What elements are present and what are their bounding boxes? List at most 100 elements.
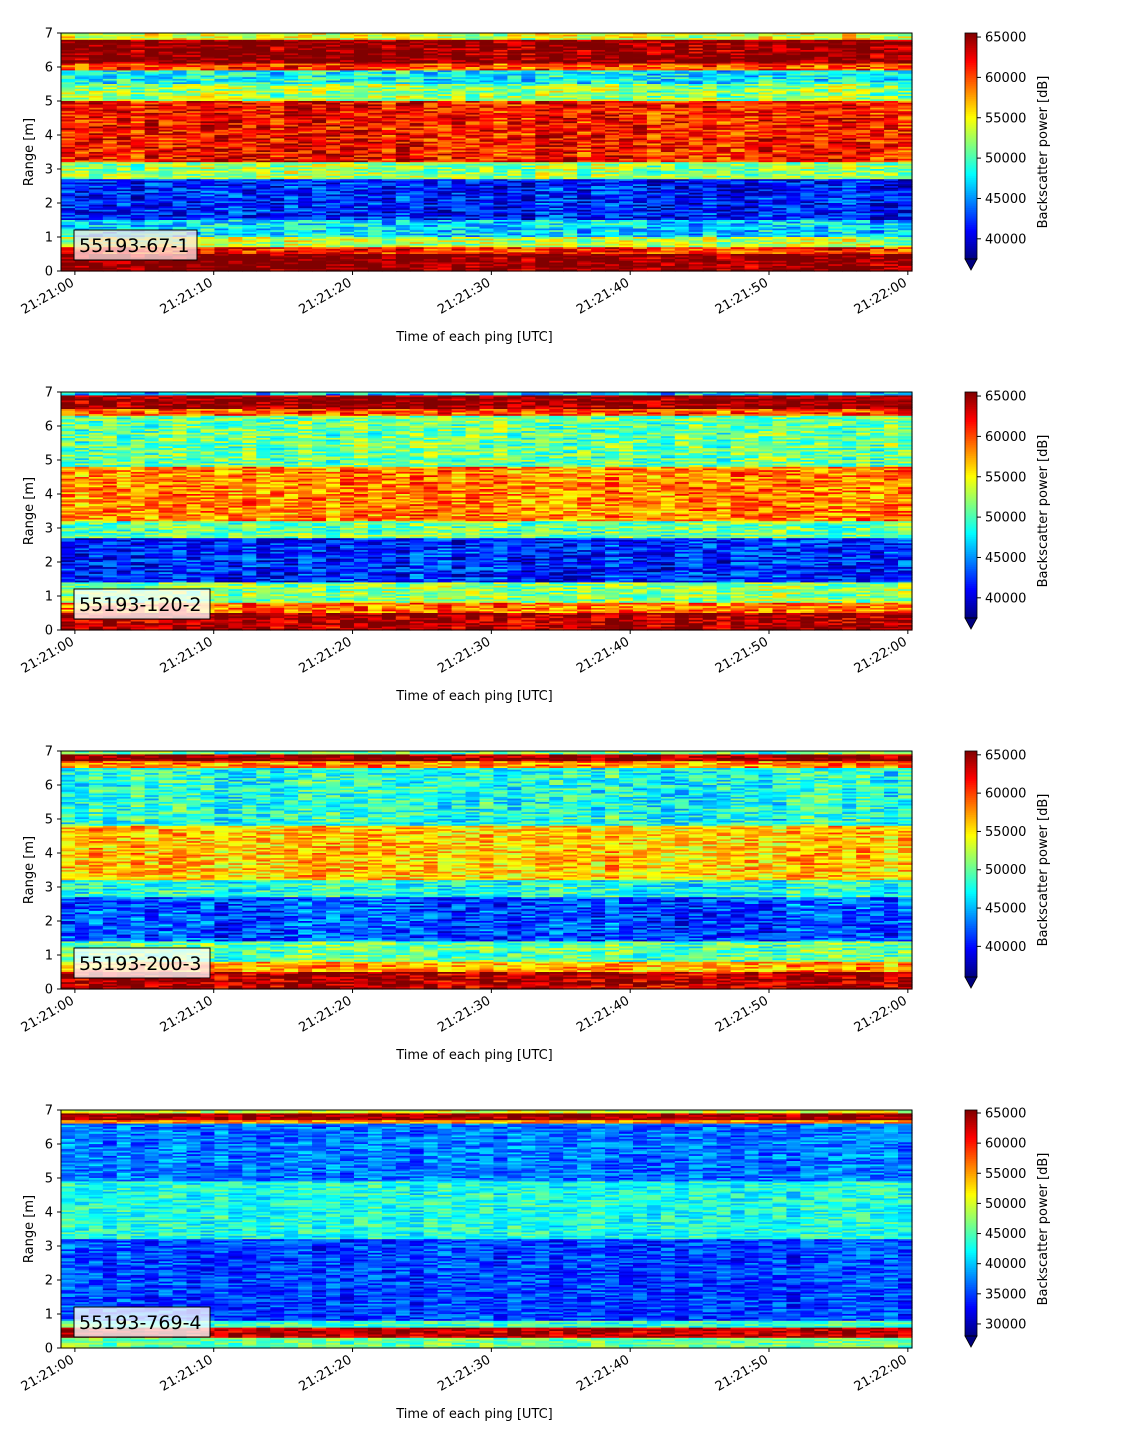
colorbar-segment [965,841,977,844]
colorbar-segment [965,431,977,435]
colorbar-segment [965,924,977,927]
colorbar-segment [965,151,977,155]
colorbar-segment [965,1294,977,1298]
colorbar-segment [965,420,977,423]
colorbar-segment [965,826,977,829]
colorbar-segment [965,882,977,886]
colorbar-segment [965,183,977,187]
colorbar-segment [965,801,977,805]
colorbar-segment [965,401,977,404]
y-tick-label: 3 [45,522,53,537]
colorbar-segment [965,1151,977,1154]
colorbar-segment [965,1217,977,1220]
colorbar-segment [965,1239,977,1243]
colorbar-segment [965,506,977,510]
colorbar-segment [965,766,977,769]
colorbar-segment [965,602,977,606]
colorbar-segment [965,1262,977,1266]
colorbar-segment [965,961,977,965]
colorbar-segment [965,1198,977,1201]
y-tick-label: 5 [45,454,53,469]
colorbar-segment [965,561,977,564]
colorbar-segment [965,1168,977,1171]
colorbar-segment [965,253,977,256]
colorbar-segment [965,578,977,581]
colorbar-segment [965,232,977,236]
colorbar-segment [965,1209,977,1213]
colorbar-segment [965,242,977,245]
colorbar-segment [965,516,977,519]
colorbar-segment [965,40,977,44]
colorbar-segment [965,83,977,87]
colorbar-segment [965,886,977,890]
colorbar-segment [965,754,977,758]
y-axis-label: Range [m] [22,1195,37,1263]
colorbar-segment [965,34,977,38]
colorbar-segment [965,1223,977,1226]
x-tick-label: 21:21:30 [435,1352,493,1394]
colorbar-segment [965,44,977,47]
colorbar-segment [965,1317,977,1320]
colorbar-segment [965,1162,977,1166]
colorbar-label: Backscatter power [dB] [1036,1153,1051,1306]
colorbar-segment [965,892,977,895]
colorbar-segment [965,546,977,549]
colorbar-segment [965,140,977,143]
colorbar-segment [965,491,977,495]
y-tick-label: 3 [45,163,53,178]
colorbar-segment [965,918,977,922]
colorbar-segment [965,123,977,126]
colorbar-segment [965,1313,977,1316]
colorbar-segment [965,764,977,767]
colorbar-segment [965,864,977,867]
colorbar-segment [965,1170,977,1173]
colorbar-segment [965,1247,977,1250]
colorbar-segment [965,903,977,907]
colorbar-segment [965,916,977,920]
colorbar-segment [965,909,977,912]
colorbar-segment [965,783,977,786]
colorbar-segment [965,599,977,602]
colorbar-segment [965,1155,977,1158]
colorbar-segment [965,113,977,117]
colorbar-segment [965,1224,977,1228]
colorbar-segment [965,520,977,523]
colorbar-segment [965,875,977,878]
colorbar-segment [965,72,977,76]
colorbar-segment [965,439,977,442]
y-tick-label: 1 [45,590,53,605]
colorbar-segment [965,871,977,875]
colorbar-segment [965,448,977,451]
colorbar-segment [965,1192,977,1196]
x-tick-label: 21:21:00 [19,1352,77,1394]
colorbar-tick-label: 45000 [985,192,1026,207]
colorbar-segment [965,1213,977,1217]
colorbar-segment [965,425,977,429]
heatmap-cells [61,392,913,631]
colorbar-segment [965,950,977,954]
colorbar-segment [965,1221,977,1224]
x-axis-label: Time of each ping [UTC] [395,1048,553,1063]
colorbar-segment [965,616,977,619]
y-tick-label: 4 [45,847,53,862]
panel-2: 0 1 2 3 4 5 6 7 21:21:00 21:21:10 21:21:20 21:21:30… [19,386,1051,705]
colorbar-segment [965,1130,977,1134]
colorbar-segment [965,482,977,485]
colorbar-segment [965,597,977,600]
colorbar-segment [965,973,977,976]
colorbar-segment [965,1136,977,1139]
colorbar-segment [965,570,977,574]
y-tick-label: 6 [45,1138,53,1153]
colorbar-segment [965,1160,977,1164]
colorbar-segment [965,1145,977,1149]
colorbar-segment [965,815,977,818]
colorbar-segment [965,1243,977,1247]
colorbar-tick-label: 55000 [985,470,1026,485]
colorbar-segment [965,1253,977,1256]
colorbar-segment [965,899,977,903]
y-tick-label: 1 [45,1308,53,1323]
x-tick-label: 21:21:10 [158,634,216,676]
colorbar-segment [965,1283,977,1286]
colorbar-label: Backscatter power [dB] [1036,794,1051,947]
y-tick-label: 6 [45,779,53,794]
